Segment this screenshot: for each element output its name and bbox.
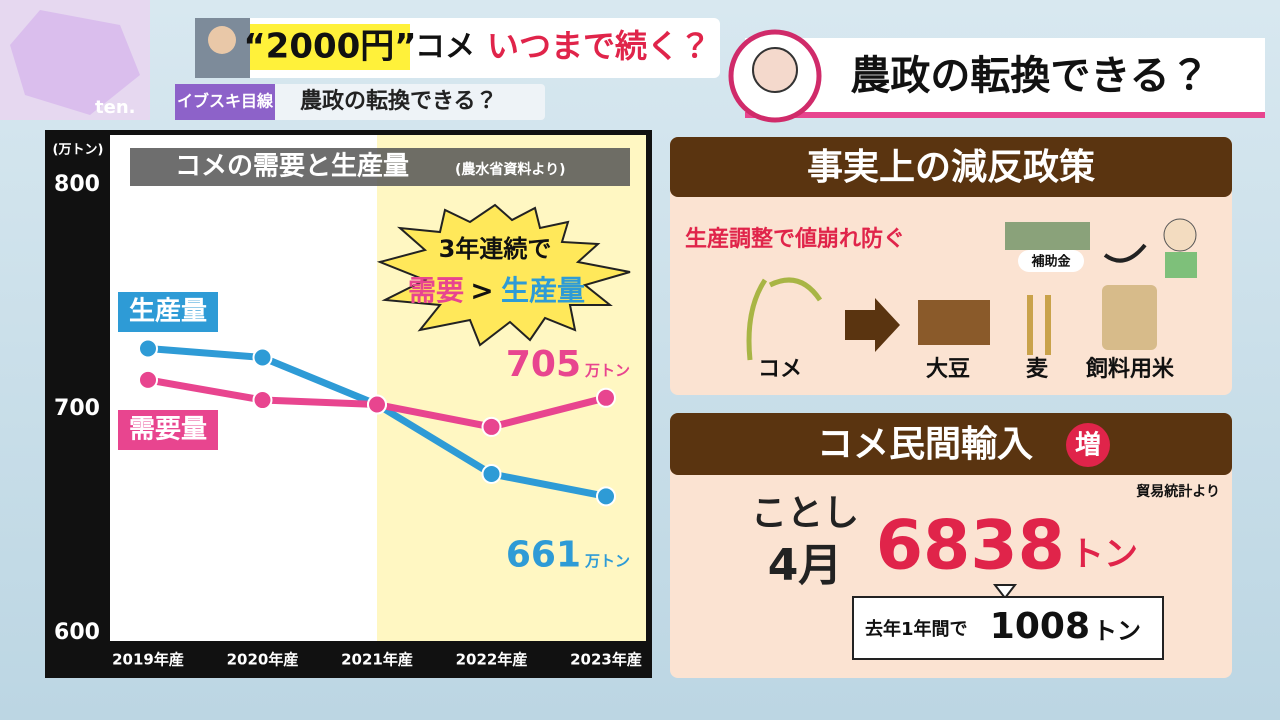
chart-title: コメの需要と生産量 — [175, 152, 409, 182]
badge: 増 — [1075, 431, 1101, 461]
x-tick-label: 2023年産 — [570, 651, 642, 669]
policy-title: 事実上の減反政策 — [807, 147, 1095, 188]
import-title: コメ民間輸入 — [817, 424, 1033, 465]
subsidy-arrow — [1103, 243, 1147, 263]
subsidy-bubble — [1018, 250, 1084, 272]
y-tick-label: 800 — [54, 172, 100, 197]
headline-highlight — [250, 24, 410, 70]
rice-icon — [746, 277, 823, 361]
data-point — [596, 486, 616, 507]
feed-rice-icon — [1102, 285, 1157, 350]
commentator-face — [752, 47, 798, 93]
convert-arrow — [845, 298, 900, 352]
to-label: 飼料用米 — [1085, 357, 1175, 382]
amount-unit: トン — [1070, 535, 1138, 575]
annotation-left: 需要 — [408, 274, 464, 307]
period-line2: 4月 — [768, 540, 843, 591]
money-icon — [1005, 222, 1090, 250]
corner-label: イブスキ目線 — [177, 92, 274, 111]
data-point — [481, 416, 502, 437]
x-tick-label: 2020年産 — [227, 651, 299, 669]
anchor-face — [208, 26, 236, 54]
y-tick-label: 700 — [54, 396, 100, 421]
annotation-symbol: > — [470, 274, 493, 307]
annotation-burst — [376, 203, 631, 347]
callout-tail — [992, 584, 1018, 600]
data-label-unit: 万トン — [584, 552, 630, 570]
data-label-unit: 万トン — [584, 361, 630, 379]
subsidy-label: 補助金 — [1031, 254, 1071, 270]
y-axis-label: (万トン) — [53, 143, 104, 158]
series-name: 需要量 — [129, 415, 207, 445]
corner-label-bg — [175, 84, 275, 120]
soybean-icon — [918, 300, 990, 345]
data-label: 705 — [506, 344, 581, 385]
compare-box — [852, 596, 1164, 660]
chart-title-bg — [130, 148, 630, 186]
data-point — [481, 463, 502, 484]
headline-main: コメ — [415, 30, 475, 65]
compare-unit: トン — [1093, 617, 1141, 645]
from-label: コメ — [758, 357, 802, 382]
logo: ten. — [95, 97, 135, 118]
to-labels: 大豆 麦 飼料用米 — [926, 356, 1175, 382]
series-name-bg — [118, 410, 218, 450]
x-tick-label: 2022年産 — [456, 651, 528, 669]
policy-subtitle: 生産調整で値崩れ防ぐ — [685, 226, 905, 252]
to-label: 大豆 — [926, 357, 970, 382]
topic-box — [745, 38, 1265, 114]
topic-underline — [745, 112, 1265, 118]
x-tick-label: 2021年産 — [341, 651, 413, 669]
series-name-bg — [118, 292, 218, 332]
annotation-line1: 3年連続で — [439, 235, 552, 263]
wheat-icon — [1027, 295, 1051, 355]
period-line1: ことし — [751, 493, 859, 534]
compare-label: 去年1年間で — [865, 618, 968, 640]
data-point — [596, 387, 616, 408]
chart-subtitle: (農水省資料より) — [455, 161, 566, 178]
badge-bg — [1066, 423, 1110, 467]
policy-panel — [670, 137, 1232, 395]
series-name: 生産量 — [129, 297, 207, 327]
farmer-body — [1165, 252, 1197, 278]
compare-amount: 1008 — [990, 606, 1090, 647]
logo-shape — [10, 10, 140, 115]
data-label: 661 — [506, 534, 581, 575]
to-label: 麦 — [1026, 356, 1049, 382]
data-point — [252, 390, 273, 411]
farmer-icon — [1163, 218, 1197, 252]
amount: 6838 — [876, 507, 1065, 586]
source: 貿易統計より — [1136, 483, 1220, 500]
data-point — [138, 369, 158, 390]
data-point — [252, 347, 273, 368]
y-tick-label: 600 — [54, 620, 100, 645]
policy-header — [670, 137, 1232, 197]
annotation-right: 生産量 — [501, 274, 585, 307]
headline-question: いつまで続く？ — [487, 27, 711, 65]
subheadline: 農政の転換できる？ — [300, 88, 498, 114]
topic: 農政の転換できる？ — [850, 53, 1209, 99]
x-tick-label: 2019年産 — [112, 651, 184, 669]
data-point — [138, 338, 158, 359]
headline-quote: “2000円” — [243, 27, 416, 67]
data-point — [367, 394, 387, 415]
